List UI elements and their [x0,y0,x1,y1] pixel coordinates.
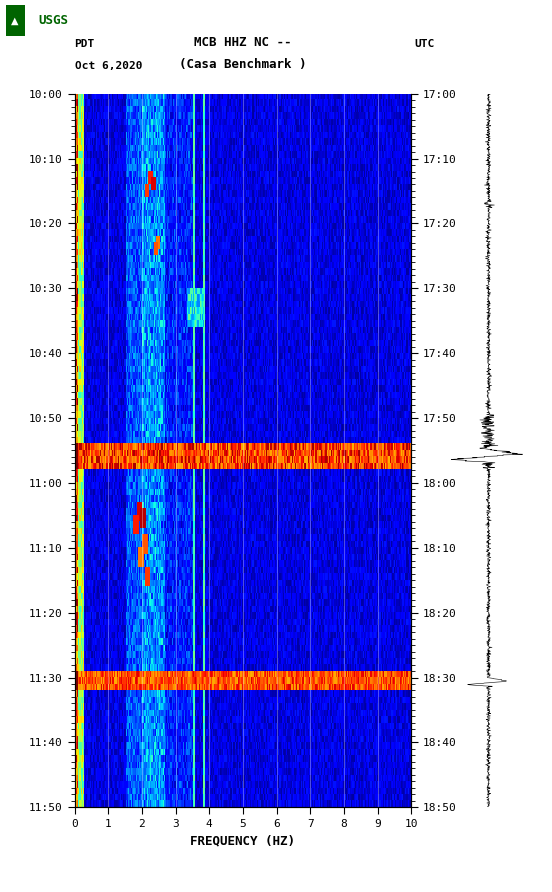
Text: Oct 6,2020: Oct 6,2020 [75,62,142,71]
Text: ▲: ▲ [12,16,19,26]
Text: MCB HHZ NC --: MCB HHZ NC -- [194,36,291,49]
FancyBboxPatch shape [6,4,25,37]
Text: PDT: PDT [75,39,95,49]
Text: UTC: UTC [414,39,434,49]
Text: (Casa Benchmark ): (Casa Benchmark ) [179,58,306,71]
Text: USGS: USGS [39,14,68,27]
X-axis label: FREQUENCY (HZ): FREQUENCY (HZ) [190,835,295,847]
